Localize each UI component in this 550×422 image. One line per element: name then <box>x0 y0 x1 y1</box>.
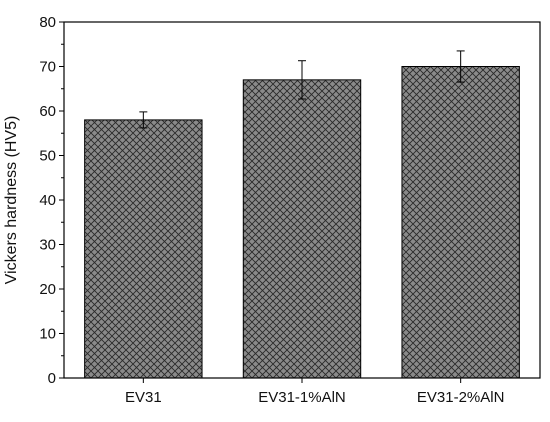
bars-layer <box>84 66 520 379</box>
y-tick-label-0: 0 <box>48 370 56 387</box>
y-tick-label-70: 70 <box>39 59 56 76</box>
error-bars-layer <box>139 50 465 129</box>
y-tick-label-30: 30 <box>39 237 56 254</box>
y-tick-label-50: 50 <box>39 148 56 165</box>
y-tick-label-80: 80 <box>39 14 56 31</box>
bar-3 <box>401 66 520 379</box>
x-tick-label-2: EV31-1%AlN <box>258 389 346 406</box>
plot-frame <box>63 21 541 379</box>
y-tick-label-20: 20 <box>39 281 56 298</box>
labels-layer: EV31 EV31-1%AlN EV31-2%AlN 0 10 20 30 40 50 60 70 8… <box>39 14 504 406</box>
axes-layer <box>59 21 541 383</box>
y-tick-label-40: 40 <box>39 192 56 209</box>
y-tick-label-10: 10 <box>39 326 56 343</box>
y-axis-title: Vickers hardness (HV5) <box>3 116 20 285</box>
x-tick-label-3: EV31-2%AlN <box>417 389 505 406</box>
y-tick-label-60: 60 <box>39 103 56 120</box>
x-tick-label-1: EV31 <box>125 389 162 406</box>
bar-2 <box>242 79 362 379</box>
bar-1 <box>84 119 203 379</box>
